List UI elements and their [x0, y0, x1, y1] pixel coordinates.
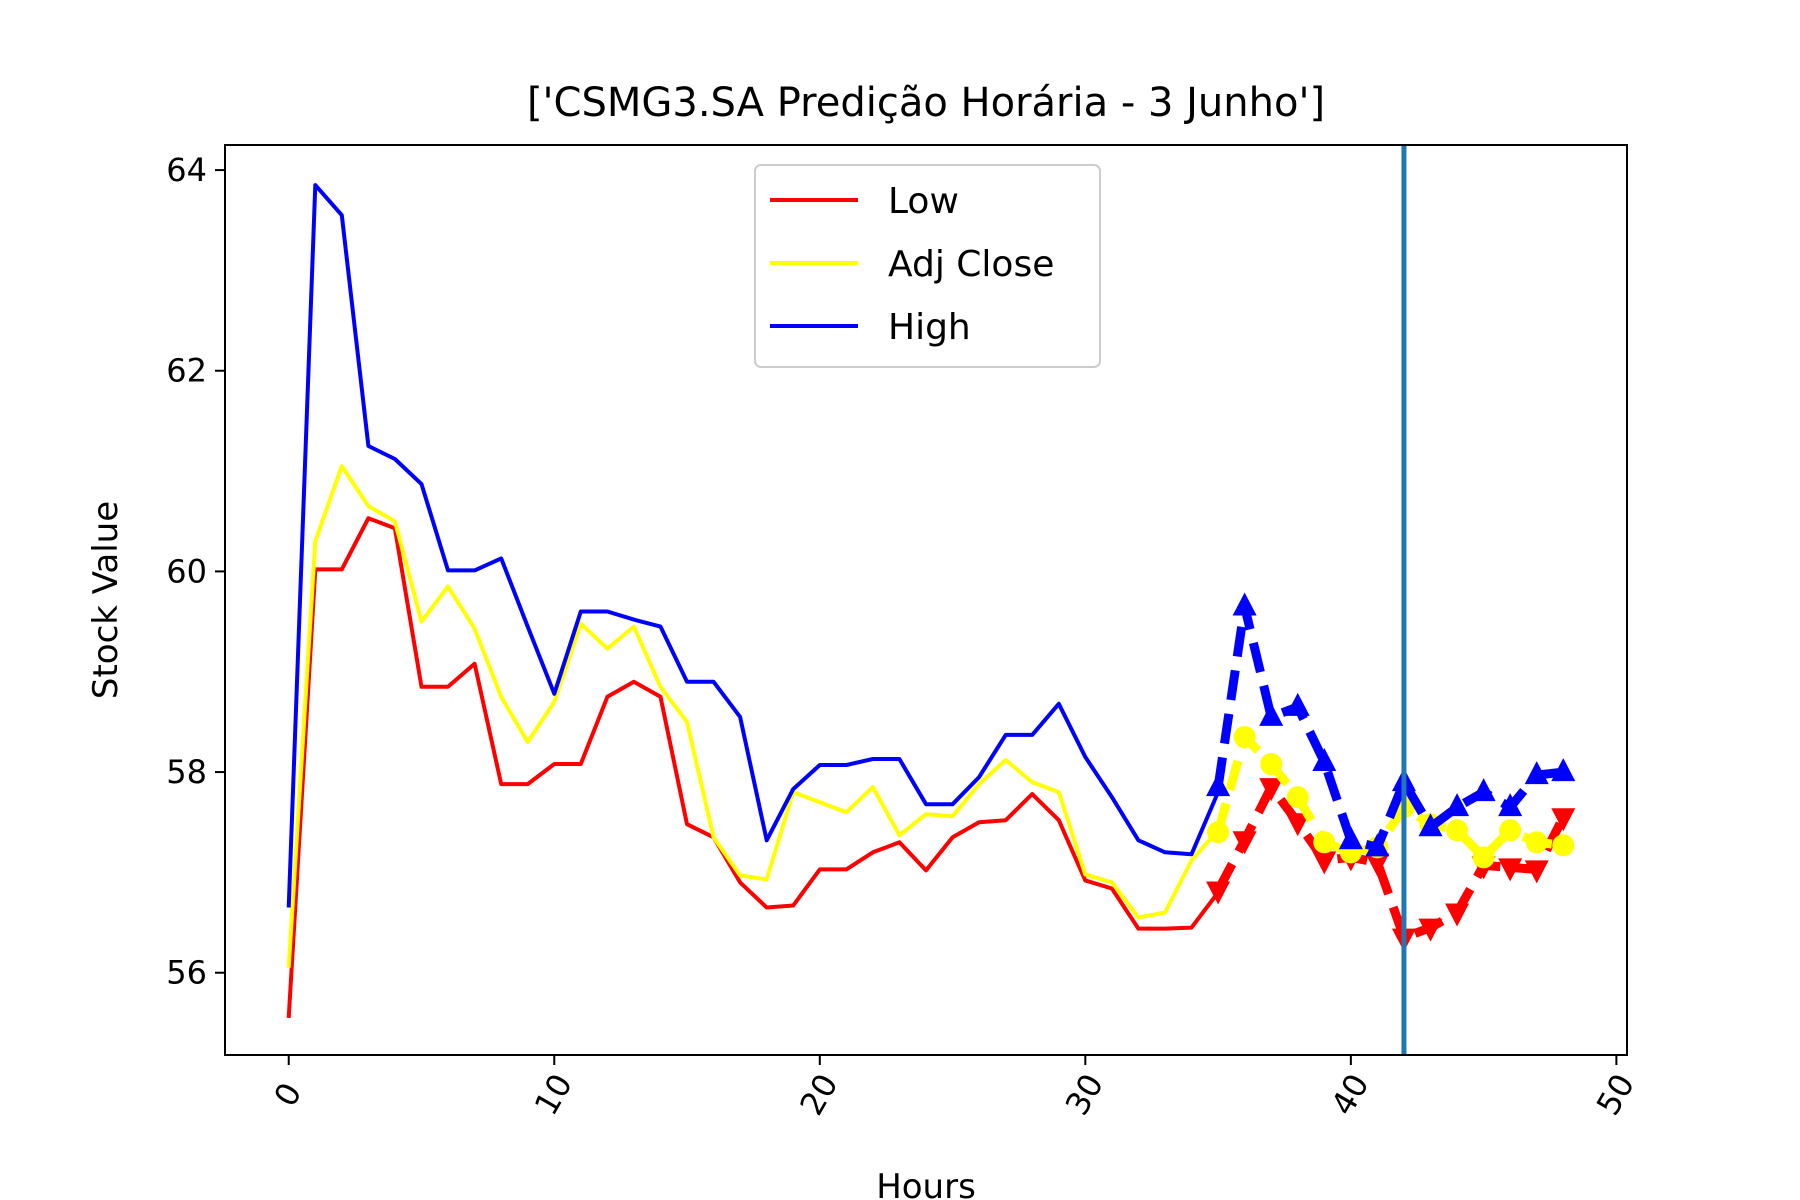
prediction-marker-low	[1418, 918, 1443, 942]
prediction-marker-low	[1445, 903, 1470, 927]
prediction-marker-high	[1524, 761, 1549, 785]
prediction-marker-adj-close	[1552, 834, 1575, 857]
prediction-marker-high	[1312, 748, 1337, 772]
plot-layer	[286, 145, 1576, 1055]
x-tick-label: 40	[1323, 1067, 1376, 1121]
prediction-marker-high	[1498, 793, 1523, 817]
prediction-marker-adj-close	[1499, 819, 1522, 842]
prediction-marker-low	[1551, 808, 1576, 832]
prediction-marker-adj-close	[1260, 753, 1283, 776]
prediction-marker-adj-close	[1233, 725, 1256, 748]
y-tick-label: 58	[166, 753, 207, 791]
series-line-low	[286, 516, 1220, 1019]
prediction-marker-low	[1524, 860, 1549, 884]
x-tick-label: 10	[527, 1067, 580, 1121]
prediction-marker-low	[1206, 881, 1231, 905]
legend-label-adj-close: Adj Close	[888, 244, 1054, 285]
legend-box	[754, 164, 1101, 368]
legend-label-high: High	[888, 307, 971, 348]
x-tick-label: 30	[1058, 1067, 1111, 1121]
prediction-marker-high	[1471, 778, 1496, 802]
prediction-marker-low	[1498, 858, 1523, 882]
prediction-marker-high	[1285, 692, 1310, 716]
x-tick-label: 20	[792, 1067, 845, 1121]
series-line-adj-close	[286, 464, 1220, 968]
legend: Low Adj Close High	[754, 164, 1101, 368]
y-axis-label: Stock Value	[86, 501, 126, 699]
prediction-marker-low	[1312, 851, 1337, 875]
prediction-marker-adj-close	[1525, 831, 1548, 854]
prediction-marker-low	[1259, 778, 1284, 802]
prediction-marker-low	[1365, 853, 1390, 877]
prediction-marker-low	[1285, 813, 1310, 837]
x-axis-label: Hours	[876, 1167, 976, 1200]
prediction-marker-high	[1445, 793, 1470, 817]
y-tick-label: 62	[166, 352, 207, 390]
prediction-marker-high	[1418, 813, 1443, 837]
prediction-marker-low	[1232, 831, 1257, 855]
prediction-marker-adj-close	[1286, 786, 1309, 809]
legend-label-low: Low	[888, 181, 959, 222]
prediction-marker-adj-close	[1472, 846, 1495, 869]
series-line-high	[286, 183, 1220, 908]
prediction-marker-high	[1259, 702, 1284, 726]
x-tick-label: 50	[1589, 1067, 1642, 1121]
y-tick-label: 56	[166, 954, 207, 992]
chart-title: ['CSMG3.SA Predição Horária - 3 Junho']	[527, 80, 1325, 126]
x-tick-label: 0	[266, 1076, 309, 1113]
prediction-marker-high	[1206, 773, 1231, 797]
prediction-marker-high	[1551, 758, 1576, 782]
y-tick-label: 64	[166, 151, 207, 189]
prediction-marker-high	[1365, 833, 1390, 857]
y-tick-label: 60	[166, 552, 207, 590]
prediction-marker-adj-close	[1313, 831, 1336, 854]
prediction-marker-adj-close	[1207, 821, 1230, 844]
prediction-marker-high	[1338, 826, 1363, 850]
prediction-marker-adj-close	[1446, 819, 1469, 842]
plot-frame	[224, 144, 1628, 1056]
prediction-marker-high	[1232, 592, 1257, 616]
